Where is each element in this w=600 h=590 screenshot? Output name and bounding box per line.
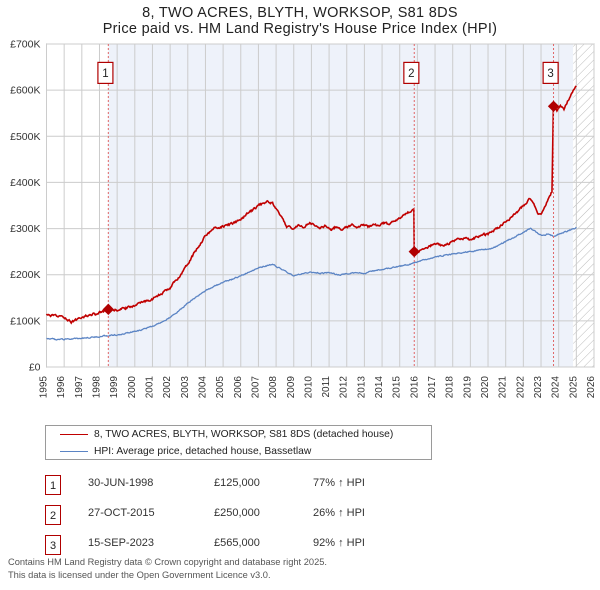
svg-text:£200K: £200K bbox=[10, 269, 40, 281]
svg-text:2002: 2002 bbox=[162, 376, 173, 399]
svg-text:2014: 2014 bbox=[374, 376, 385, 399]
svg-text:2008: 2008 bbox=[268, 376, 279, 399]
svg-text:2020: 2020 bbox=[480, 376, 491, 399]
svg-text:2001: 2001 bbox=[144, 376, 155, 399]
svg-text:£700K: £700K bbox=[10, 39, 40, 51]
svg-text:1995: 1995 bbox=[39, 376, 50, 399]
svg-text:1996: 1996 bbox=[56, 376, 67, 399]
svg-text:2012: 2012 bbox=[339, 376, 350, 399]
svg-text:2025: 2025 bbox=[568, 376, 579, 399]
svg-text:2000: 2000 bbox=[127, 376, 138, 399]
svg-text:2009: 2009 bbox=[286, 376, 297, 399]
svg-text:2007: 2007 bbox=[250, 376, 261, 399]
svg-text:2015: 2015 bbox=[392, 376, 403, 399]
svg-text:£600K: £600K bbox=[10, 85, 40, 97]
svg-text:£400K: £400K bbox=[10, 177, 40, 189]
svg-text:£100K: £100K bbox=[10, 315, 40, 327]
svg-text:2021: 2021 bbox=[498, 376, 509, 399]
svg-text:2026: 2026 bbox=[586, 376, 597, 399]
svg-text:1999: 1999 bbox=[109, 376, 120, 399]
svg-text:1998: 1998 bbox=[91, 376, 102, 399]
svg-text:2: 2 bbox=[408, 68, 414, 80]
svg-text:2003: 2003 bbox=[180, 376, 191, 399]
svg-text:2023: 2023 bbox=[533, 376, 544, 399]
svg-text:1997: 1997 bbox=[74, 376, 85, 399]
svg-text:2017: 2017 bbox=[427, 376, 438, 399]
svg-text:2006: 2006 bbox=[233, 376, 244, 399]
svg-text:2024: 2024 bbox=[551, 376, 562, 399]
svg-text:£300K: £300K bbox=[10, 223, 40, 235]
svg-text:1: 1 bbox=[102, 68, 108, 80]
svg-text:3: 3 bbox=[547, 68, 553, 80]
svg-text:£0: £0 bbox=[29, 362, 41, 374]
svg-text:2011: 2011 bbox=[321, 376, 332, 398]
svg-text:2005: 2005 bbox=[215, 376, 226, 399]
svg-text:2019: 2019 bbox=[462, 376, 473, 399]
svg-text:2013: 2013 bbox=[356, 376, 367, 399]
svg-text:2004: 2004 bbox=[197, 376, 208, 399]
svg-text:2016: 2016 bbox=[409, 376, 420, 399]
svg-text:2022: 2022 bbox=[515, 376, 526, 399]
svg-text:£500K: £500K bbox=[10, 131, 40, 143]
svg-text:2018: 2018 bbox=[445, 376, 456, 399]
svg-text:2010: 2010 bbox=[303, 376, 314, 399]
